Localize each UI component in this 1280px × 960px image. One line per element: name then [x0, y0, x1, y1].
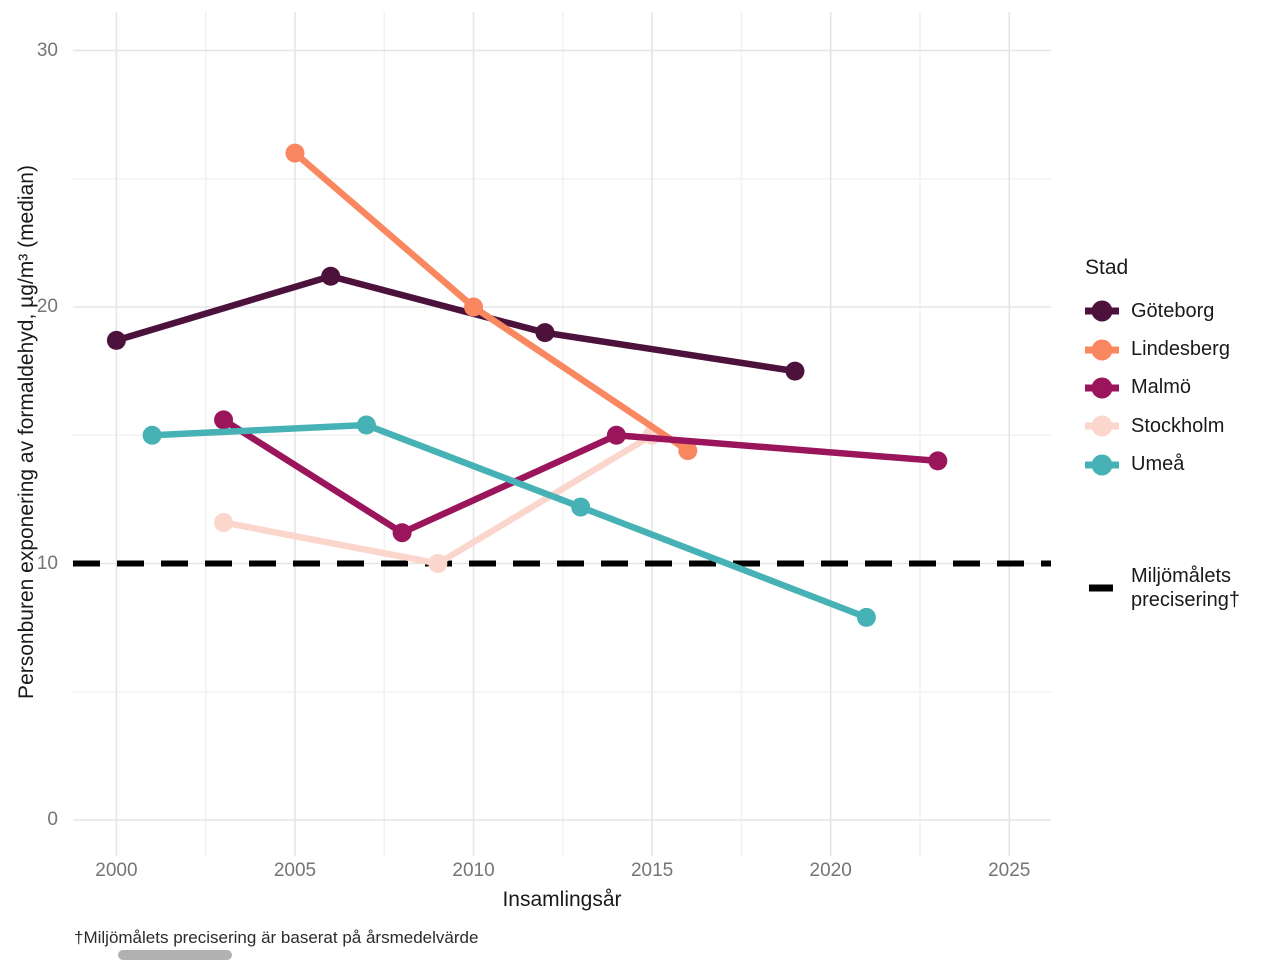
- data-point-umea-2001: [142, 425, 162, 445]
- data-point-lindesberg-2005: [285, 143, 305, 163]
- data-point-lindesberg-2010: [464, 297, 484, 317]
- legend-item-label: Stockholm: [1131, 414, 1225, 437]
- legend: Stad Göteborg Lindesberg Malmö Stockholm Ume…: [1085, 256, 1280, 612]
- x-tick-label-2025: 2025: [988, 860, 1031, 881]
- legend-items: Göteborg Lindesberg Malmö Stockholm Umeå: [1085, 292, 1280, 484]
- y-tick-label-10: 10: [36, 552, 58, 574]
- line-dot-key-icon: [1085, 415, 1119, 437]
- data-point-lindesberg-2016: [678, 441, 698, 461]
- series-malmo: [214, 410, 948, 543]
- legend-item-label: Lindesberg: [1131, 338, 1230, 361]
- line-dot-key-icon: [1085, 454, 1119, 476]
- data-point-goteborg-2006: [321, 266, 341, 286]
- line-dot-key-icon: [1085, 339, 1119, 361]
- data-point-umea-2021: [856, 607, 876, 627]
- legend-item-label: Göteborg: [1131, 299, 1215, 322]
- dashed-line-key-icon: [1089, 584, 1113, 592]
- x-tick-label-2015: 2015: [630, 860, 674, 881]
- legend-item-label: Malmö: [1131, 376, 1192, 399]
- y-tick-label-30: 30: [36, 39, 58, 61]
- x-tick-label-2010: 2010: [452, 860, 495, 881]
- legend-title: Stad: [1085, 256, 1129, 279]
- y-axis-title: Personburen exponering av formaldehyd, µ…: [15, 165, 38, 699]
- line-dot-key-icon: [1085, 300, 1119, 322]
- legend-item-umea: Umeå: [1085, 446, 1280, 484]
- legend-item-reference-line: Miljömålets precisering†: [1085, 564, 1280, 612]
- data-point-malmo-2014: [606, 425, 626, 445]
- legend-item-goteborg: Göteborg: [1085, 292, 1280, 330]
- line-dot-key-icon: [1085, 377, 1119, 399]
- data-point-goteborg-2012: [535, 323, 555, 343]
- legend-item-malmo: Malmö: [1085, 369, 1280, 407]
- x-tick-label-2000: 2000: [95, 860, 138, 881]
- legend-item-lindesberg: Lindesberg: [1085, 330, 1280, 368]
- y-tick-label-20: 20: [36, 296, 58, 317]
- data-point-stockholm-2003: [214, 512, 234, 532]
- bottom-edge-bar: [118, 950, 232, 960]
- series-umea: [142, 415, 876, 627]
- data-point-malmo-2008: [392, 523, 412, 543]
- legend-item-stockholm: Stockholm: [1085, 407, 1280, 445]
- legend-item-label: Umeå: [1131, 453, 1185, 476]
- data-point-malmo-2003: [214, 410, 234, 430]
- legend-item-label: Miljömålets precisering†: [1131, 564, 1240, 611]
- data-point-malmo-2023: [928, 451, 948, 471]
- series-goteborg: [106, 266, 805, 381]
- data-point-stockholm-2009: [428, 554, 448, 573]
- footnote-caption: †Miljömålets precisering är baserat på å…: [74, 928, 479, 947]
- data-point-umea-2013: [571, 497, 591, 517]
- series-lindesberg: [285, 143, 698, 461]
- x-tick-label-2020: 2020: [809, 860, 852, 881]
- data-point-goteborg-2000: [106, 330, 126, 350]
- y-tick-label-0: 0: [47, 809, 58, 830]
- x-tick-label-2005: 2005: [273, 860, 317, 881]
- data-point-umea-2007: [356, 415, 376, 435]
- x-axis-title: Insamlingsår: [502, 888, 622, 911]
- data-point-goteborg-2019: [785, 361, 805, 381]
